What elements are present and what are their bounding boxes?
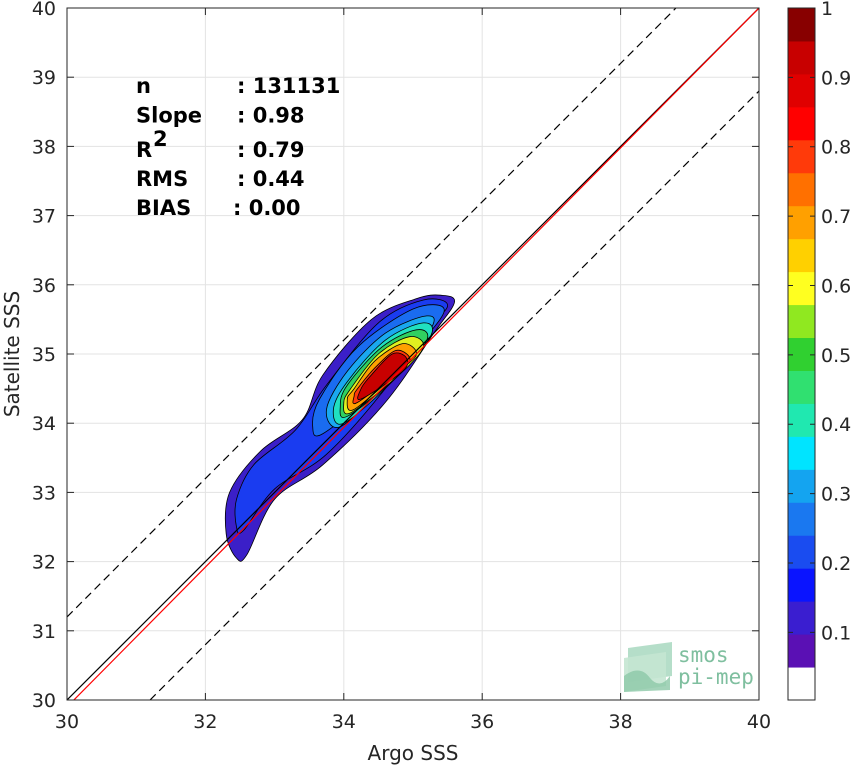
x-axis-label: Argo SSS	[368, 741, 459, 765]
colorbar-frame	[787, 7, 816, 701]
y-tick-label: 33	[32, 482, 56, 504]
y-tick-label: 37	[32, 206, 56, 228]
colorbar-segment	[788, 271, 815, 306]
stat-label: n	[136, 74, 151, 98]
y-tick-label: 31	[32, 621, 56, 643]
colorbar-tick-label: 0.8	[821, 137, 851, 159]
stat-value: : 0.98	[237, 104, 305, 128]
colorbar-segment	[788, 106, 815, 141]
x-tick-label: 30	[55, 711, 79, 733]
density-contours	[224, 294, 455, 562]
x-tick-label: 32	[193, 711, 217, 733]
smos-pi-mep-logo: smos pi-mep	[624, 642, 754, 692]
colorbar-tick-label: 0.4	[821, 414, 851, 436]
y-tick-label: 35	[32, 344, 56, 366]
contour-level	[357, 352, 409, 400]
colorbar-segment	[788, 370, 815, 404]
x-axis-ticks: 30 32 34 36 38 40	[55, 8, 771, 733]
colorbar-segment	[788, 403, 815, 437]
colorbar-segment	[788, 40, 815, 75]
colorbar-segment	[788, 634, 815, 668]
colorbar-segment	[788, 337, 815, 371]
stat-label: BIAS	[136, 196, 191, 220]
colorbar-segment	[788, 238, 815, 273]
stat-label: Slope	[136, 104, 202, 128]
stat-label: RMS	[136, 167, 188, 191]
stat-value: : 131131	[237, 74, 340, 98]
colorbar-segment	[788, 73, 815, 108]
colorbar-segment	[788, 172, 815, 207]
stat-value: : 0.00	[233, 196, 301, 220]
y-axis-ticks: 30 31 32 33 34 35 36 37 38 39 40	[32, 0, 759, 712]
colorbar-segment	[788, 436, 815, 470]
y-tick-label: 36	[32, 275, 56, 297]
y-tick-label: 39	[32, 67, 56, 89]
logo-text-pi-mep: pi-mep	[678, 665, 754, 689]
colorbar-segment	[788, 139, 815, 174]
colorbar-segment	[788, 535, 815, 569]
x-tick-label: 36	[470, 711, 494, 733]
logo-text-smos: smos	[678, 643, 729, 667]
stat-label: R	[136, 138, 152, 162]
identity-line	[67, 8, 759, 700]
colorbar-tick-label: 0.2	[821, 553, 851, 575]
y-tick-label: 40	[32, 0, 56, 20]
colorbar-tick-label: 1	[821, 0, 833, 20]
colorbar-segment	[788, 502, 815, 536]
x-tick-label: 38	[609, 711, 633, 733]
colorbar-segment	[788, 667, 815, 701]
upper-bound-line	[67, 8, 677, 618]
colorbar-tick-label: 0.9	[821, 67, 851, 89]
colorbar-segment	[788, 304, 815, 339]
grid	[66, 7, 760, 701]
y-tick-label: 34	[32, 413, 56, 435]
regression-line	[73, 8, 759, 700]
x-tick-label: 34	[332, 711, 356, 733]
colorbar-tick-label: 0.7	[821, 206, 851, 228]
colorbar-segment	[788, 469, 815, 503]
y-tick-label: 30	[32, 690, 56, 712]
y-tick-label: 32	[32, 552, 56, 574]
y-tick-label: 38	[32, 136, 56, 158]
colorbar-tick-label: 0.6	[821, 275, 851, 297]
colorbar-segment	[788, 601, 815, 635]
lower-bound-line	[149, 90, 759, 700]
colorbar: 0.1 0.2 0.3 0.4 0.5 0.6 0.7 0.8 0.9 1	[787, 0, 851, 701]
colorbar-segment	[788, 205, 815, 240]
y-axis-label: Satellite SSS	[0, 291, 24, 417]
colorbar-tick-label: 0.1	[821, 622, 851, 644]
x-tick-label: 40	[747, 711, 771, 733]
colorbar-segment	[788, 8, 815, 42]
reference-lines	[67, 8, 759, 700]
colorbar-tick-label: 0.5	[821, 345, 851, 367]
colorbar-segment	[788, 568, 815, 602]
stat-value: : 0.79	[237, 138, 305, 162]
stat-value: : 0.44	[237, 167, 305, 191]
stat-label-superscript: 2	[153, 127, 168, 151]
statistics-box: n : 131131 Slope : 0.98 R 2 : 0.79 RMS : 0.44 BIA…	[136, 74, 340, 220]
colorbar-tick-label: 0.3	[821, 484, 851, 506]
